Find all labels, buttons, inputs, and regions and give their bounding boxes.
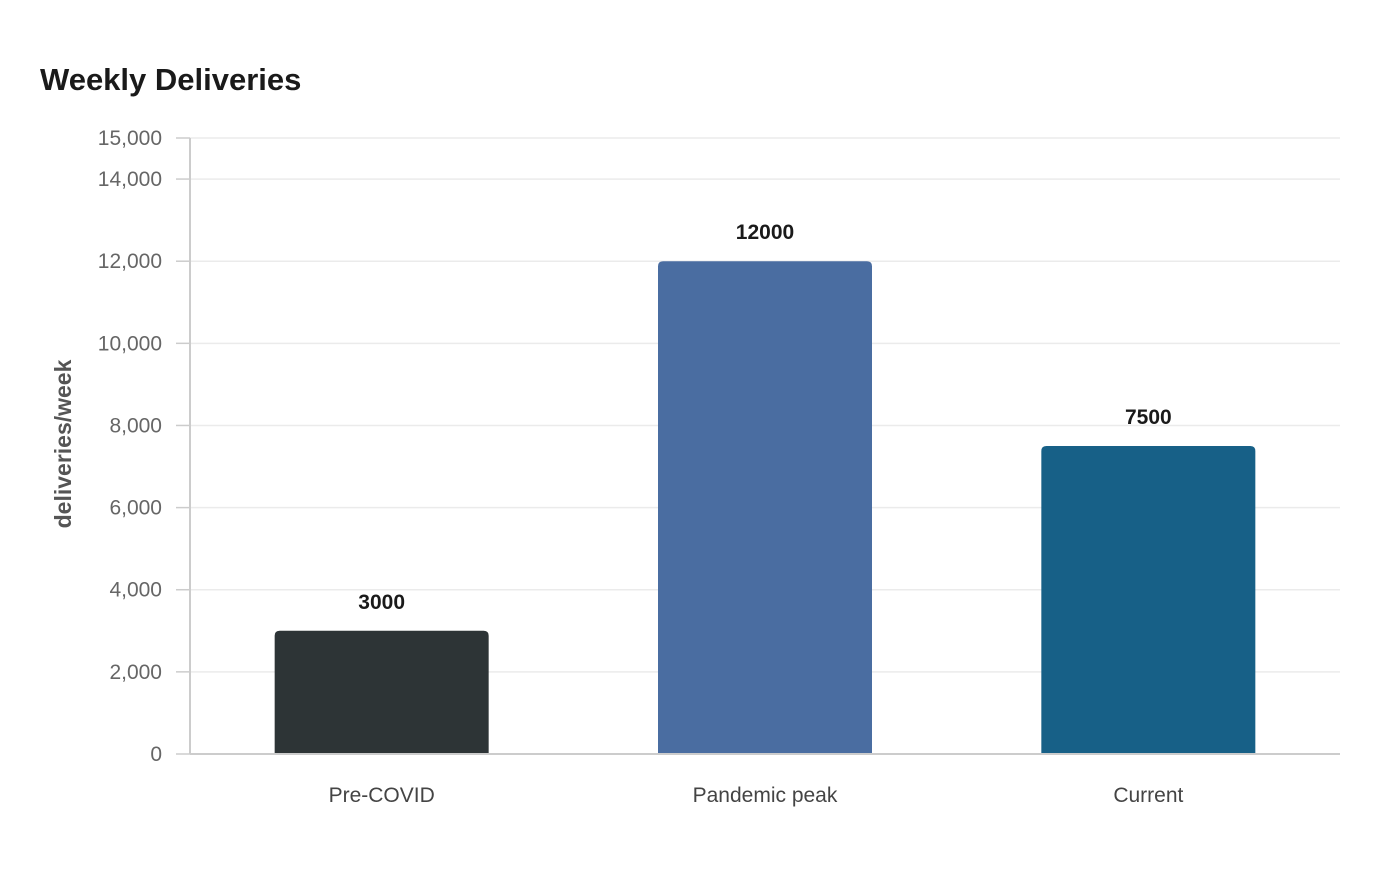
bar-pandemic-peak	[658, 261, 872, 754]
y-tick-label: 12,000	[98, 250, 162, 273]
x-category-label: Pandemic peak	[693, 784, 838, 807]
y-tick-label: 8,000	[109, 414, 162, 437]
y-tick-label: 6,000	[109, 497, 162, 520]
y-tick-label: 15,000	[98, 127, 162, 150]
bar-current	[1041, 446, 1256, 754]
x-category-label: Pre-COVID	[329, 784, 435, 807]
y-tick-label: 2,000	[109, 661, 162, 684]
x-axis-categories: Pre-COVID Pandemic peak Current	[329, 784, 1184, 807]
y-tick-label: 4,000	[109, 579, 162, 602]
bars	[274, 261, 1256, 754]
bar-value-label: 3000	[358, 591, 405, 614]
y-tick-label: 0	[150, 743, 162, 766]
chart-title: Weekly Deliveries	[40, 62, 302, 97]
x-category-label: Current	[1113, 784, 1183, 807]
y-axis-ticks: 0 2,000 4,000 6,000 8,000 10,000 12,000 14,000 1…	[98, 127, 190, 766]
y-tick-label: 14,000	[98, 168, 162, 191]
y-axis-title: deliveries/week	[50, 359, 76, 528]
bar-value-labels: 3000 12000 7500	[358, 221, 1171, 614]
bar-pre-covid	[274, 630, 489, 754]
bar-value-label: 12000	[736, 221, 794, 244]
bar-value-label: 7500	[1125, 406, 1172, 429]
y-tick-label: 10,000	[98, 332, 162, 355]
